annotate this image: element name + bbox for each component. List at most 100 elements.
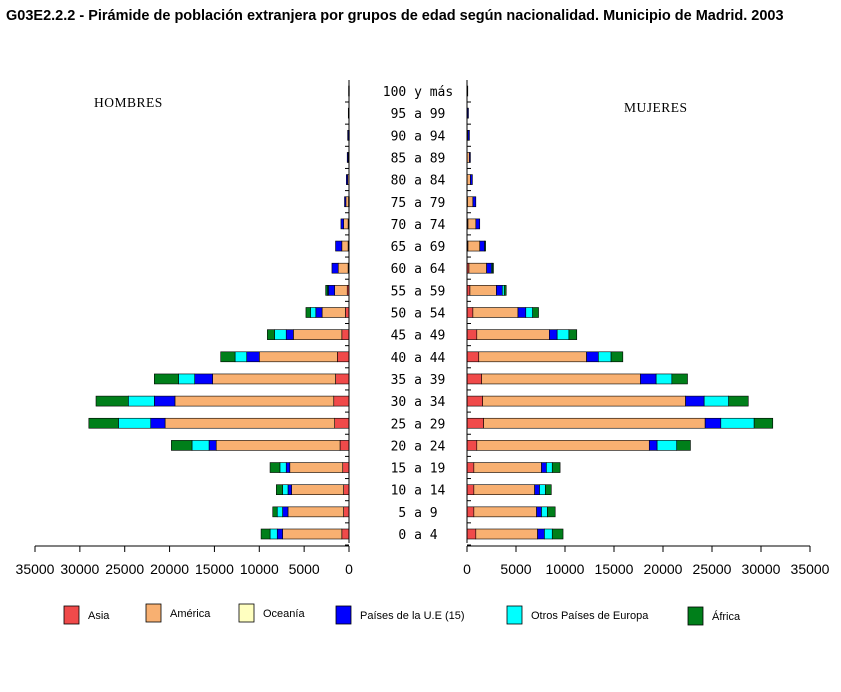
mujeres-bar-segment <box>517 307 527 318</box>
right-x-tick-label: 0 <box>463 561 471 577</box>
mujeres-bar-segment <box>467 196 474 208</box>
hombres-bar-segment <box>212 373 336 385</box>
hombres-bars <box>88 85 350 540</box>
hombres-bar-segment <box>335 373 350 385</box>
mujeres-bar-segment <box>671 373 688 385</box>
hombres-bar-segment <box>191 440 210 451</box>
left-x-tick-label: 10000 <box>240 561 279 577</box>
hombres-bar-segment <box>321 307 346 318</box>
hombres-bar-segment <box>346 174 348 185</box>
hombres-bar-segment <box>282 528 343 540</box>
hombres-bar-segment <box>287 506 344 518</box>
hombres-bar-segment <box>267 329 275 340</box>
hombres-bar-segment <box>258 351 338 363</box>
age-label: 95 a 99 <box>391 107 446 122</box>
legend-label: África <box>712 610 741 623</box>
hombres-bar-segment <box>285 329 294 340</box>
hombres-bar-segment <box>178 373 195 385</box>
legend-label: Otros Países de Europa <box>531 610 649 622</box>
hombres-bar-segment <box>282 484 289 496</box>
left-x-tick-label: 20000 <box>150 561 189 577</box>
mujeres-bar-segment <box>468 262 487 274</box>
mujeres-bar-segment <box>466 506 475 518</box>
mujeres-bar-segment <box>478 351 587 363</box>
age-label: 25 a 29 <box>391 417 446 432</box>
hombres-bar-segment <box>337 351 350 363</box>
age-label: 0 a 4 <box>398 528 437 543</box>
mujeres-bar-segment <box>586 351 599 363</box>
legend-label: Oceanía <box>263 608 305 620</box>
hombres-bar-segment <box>246 351 260 363</box>
age-label: 35 a 39 <box>391 373 446 388</box>
hombres-bar-segment <box>171 440 193 451</box>
hombres-bar-segment <box>344 196 347 208</box>
mujeres-bar-segment <box>476 329 550 340</box>
age-label: 55 a 59 <box>391 284 446 299</box>
mujeres-bar-segment <box>598 351 612 363</box>
mujeres-bar-segment <box>466 462 475 473</box>
hombres-bar-segment <box>269 528 278 540</box>
hombres-bar-segment <box>328 285 335 296</box>
mujeres-bar-segment <box>466 417 484 429</box>
left-x-tick-label: 35000 <box>16 561 55 577</box>
mujeres-bar-segment <box>466 174 471 185</box>
mujeres-bar-segment <box>472 307 519 318</box>
mujeres-bar-segment <box>466 307 474 318</box>
hombres-bar-segment <box>334 417 350 429</box>
mujeres-bar-segment <box>467 130 470 141</box>
hombres-bar-segment <box>276 506 283 518</box>
mujeres-bar-segment <box>467 240 481 252</box>
hombres-bar-segment <box>335 240 343 252</box>
mujeres-bar-segment <box>534 484 540 496</box>
hombres-bar-segment <box>291 484 344 496</box>
right-x-tick-label: 10000 <box>546 561 585 577</box>
mujeres-bar-segment <box>479 240 485 252</box>
hombres-bar-segment <box>234 351 248 363</box>
mujeres-bar-segment <box>496 285 503 296</box>
chart-title: G03E2.2.2 - Pirámide de población extran… <box>6 8 784 24</box>
age-label: 15 a 19 <box>391 462 446 477</box>
mujeres-bar-segment <box>545 484 552 496</box>
legend-label: Asia <box>88 610 110 622</box>
age-label: 5 a 9 <box>398 506 437 521</box>
hombres-bar-segment <box>274 329 287 340</box>
mujeres-bar-segment <box>656 440 678 451</box>
mujeres-bar-segment <box>676 440 691 451</box>
right-x-tick-label: 5000 <box>500 561 531 577</box>
hombres-bar-segment <box>174 395 335 407</box>
hombres-bar-segment <box>154 395 176 407</box>
legend: Asia América Oceanía Países de la U.E (15) O… <box>63 603 741 626</box>
mujeres-bar-segment <box>470 174 473 185</box>
hombres-bar-segment <box>128 395 155 407</box>
mujeres-bar-segment <box>539 484 546 496</box>
age-label: 70 a 74 <box>391 218 446 233</box>
hombres-bar-segment <box>333 395 350 407</box>
hombres-bar-segment <box>215 440 341 451</box>
left-x-tick-label: 30000 <box>60 561 99 577</box>
hombres-bar-segment <box>346 152 349 163</box>
mujeres-bar-segment <box>466 329 478 340</box>
legend-label: América <box>170 608 211 620</box>
mujeres-bar-segment <box>473 506 537 518</box>
hombres-bar-segment <box>293 329 343 340</box>
mujeres-bar-segment <box>466 484 475 496</box>
hombres-bar-segment <box>276 528 283 540</box>
mujeres-bar-segment <box>551 528 564 540</box>
age-label: 90 a 94 <box>391 129 446 144</box>
hombres-bar-segment <box>305 307 311 318</box>
mujeres-bar-segment <box>728 395 749 407</box>
hombres-bar-segment <box>194 373 213 385</box>
hombres-bar-segment <box>118 417 152 429</box>
age-group-labels: 100 y más 95 a 99 90 a 94 85 a 89 80 a 84 75 … <box>345 85 471 546</box>
left-x-tick-label: 15000 <box>195 561 234 577</box>
right-x-tick-label: 35000 <box>791 561 830 577</box>
mujeres-bar-segment <box>685 395 705 407</box>
hombres-bar-segment <box>341 528 350 540</box>
age-label: 50 a 54 <box>391 307 446 322</box>
mujeres-bar-segment <box>541 462 547 473</box>
hombres-bar-segment <box>164 417 335 429</box>
hombres-bar-segment <box>95 395 129 407</box>
mujeres-bar-segment <box>473 462 542 473</box>
right-x-ticks: 0 5000 10000 15000 20000 25000 30000 35000 <box>463 546 830 577</box>
